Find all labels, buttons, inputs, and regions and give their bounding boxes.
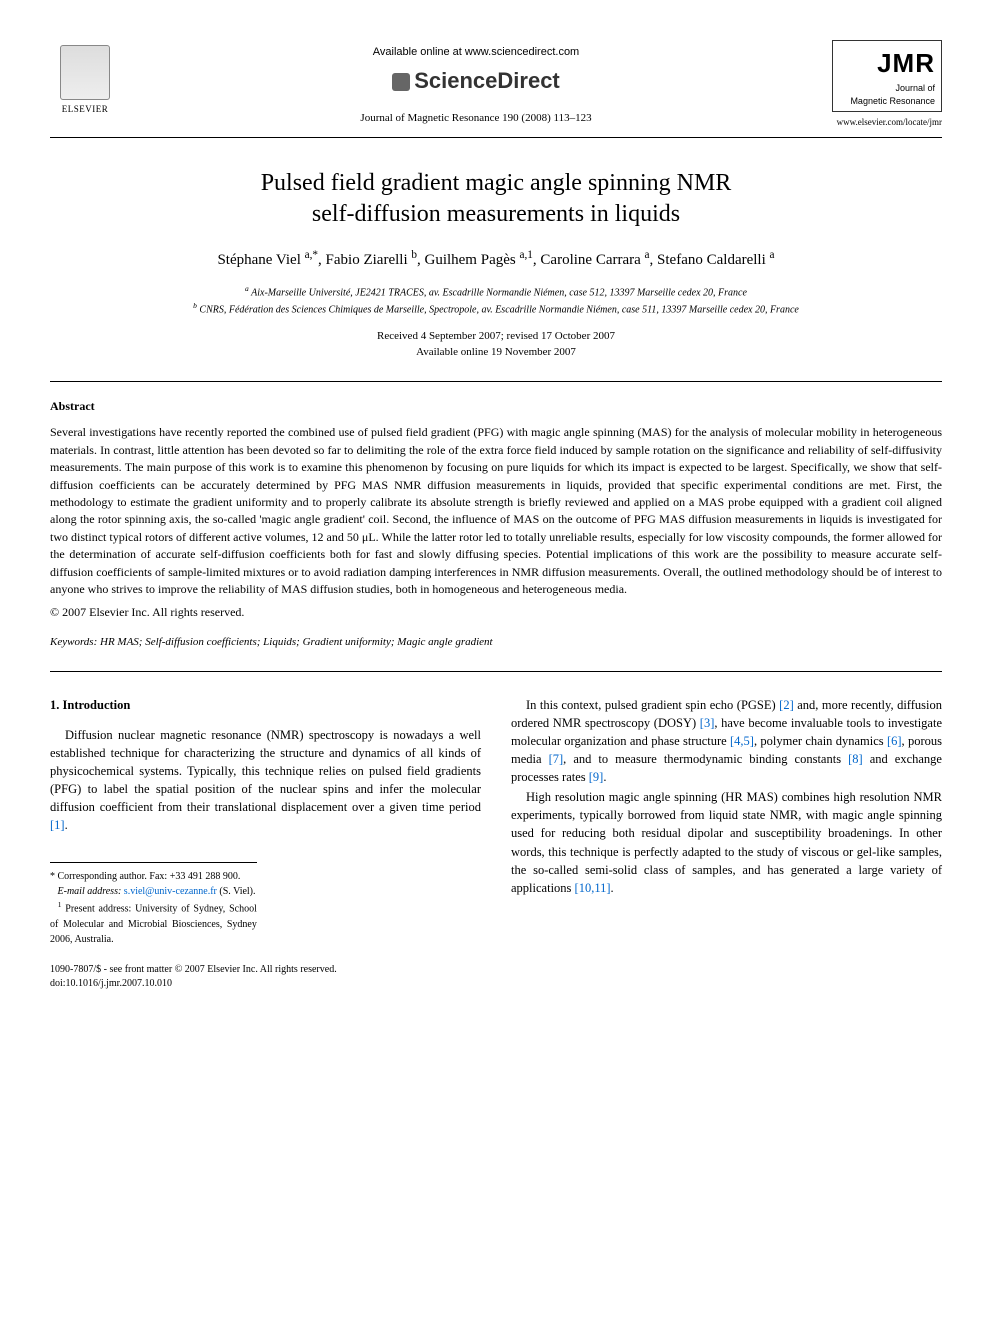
intro-paragraph-3: High resolution magic angle spinning (HR… <box>511 788 942 897</box>
footnote-email-link[interactable]: s.viel@univ-cezanne.fr <box>124 886 217 897</box>
keywords-text: HR MAS; Self-diffusion coefficients; Liq… <box>97 636 492 648</box>
p3-period: . <box>611 881 614 895</box>
ref-link-45[interactable]: [4,5] <box>730 734 754 748</box>
abstract-heading: Abstract <box>50 398 942 415</box>
abstract-body: Several investigations have recently rep… <box>50 424 942 598</box>
column-right: In this context, pulsed gradient spin ec… <box>511 696 942 947</box>
jmr-subtitle-1: Journal of <box>839 83 935 94</box>
dates-online: Available online 19 November 2007 <box>50 344 942 361</box>
intro-paragraph-2: In this context, pulsed gradient spin ec… <box>511 696 942 787</box>
p2-d: , polymer chain dynamics <box>754 734 887 748</box>
elsevier-logo: ELSEVIER <box>50 40 120 120</box>
divider-top <box>50 137 942 138</box>
footnote-present-address: 1 Present address: University of Sydney,… <box>50 899 257 946</box>
footnote-present-text: Present address: University of Sydney, S… <box>50 904 257 945</box>
ref-link-7[interactable]: [7] <box>549 752 564 766</box>
ref-link-3[interactable]: [3] <box>700 716 715 730</box>
header-center: Available online at www.sciencedirect.co… <box>120 40 832 127</box>
elsevier-tree-icon <box>60 45 110 100</box>
column-left: 1. Introduction Diffusion nuclear magnet… <box>50 696 481 947</box>
ref-link-9[interactable]: [9] <box>589 770 604 784</box>
jmr-subtitle-2: Magnetic Resonance <box>839 96 935 107</box>
ref-link-6[interactable]: [6] <box>887 734 902 748</box>
intro-paragraph-1: Diffusion nuclear magnetic resonance (NM… <box>50 726 481 835</box>
section-1-heading: 1. Introduction <box>50 696 481 714</box>
p2-period: . <box>603 770 606 784</box>
bottom-matter: 1090-7807/$ - see front matter © 2007 El… <box>50 963 942 991</box>
p1-period: . <box>65 818 68 832</box>
copyright-line: © 2007 Elsevier Inc. All rights reserved… <box>50 604 942 621</box>
journal-reference: Journal of Magnetic Resonance 190 (2008)… <box>120 111 832 126</box>
footnote-email-suffix: (S. Viel). <box>217 886 256 897</box>
affiliation-b: b CNRS, Fédération des Sciences Chimique… <box>50 300 942 317</box>
title-line-1: Pulsed field gradient magic angle spinni… <box>261 170 732 196</box>
jmr-acronym: JMR <box>839 45 935 81</box>
sciencedirect-text: ScienceDirect <box>414 66 560 97</box>
ref-link-8[interactable]: [8] <box>848 752 863 766</box>
title-line-2: self-diffusion measurements in liquids <box>312 201 680 227</box>
authors-line: Stéphane Viel a,*, Fabio Ziarelli b, Gui… <box>50 248 942 271</box>
dates-received: Received 4 September 2007; revised 17 Oc… <box>50 328 942 345</box>
footnote-email-line: E-mail address: s.viel@univ-cezanne.fr (… <box>50 884 257 899</box>
affil-a-text: Aix-Marseille Université, JE2421 TRACES,… <box>251 287 747 298</box>
p3-a: High resolution magic angle spinning (HR… <box>511 790 942 895</box>
article-title: Pulsed field gradient magic angle spinni… <box>110 168 882 230</box>
ref-link-2[interactable]: [2] <box>779 698 794 712</box>
jmr-logo-box: JMR Journal of Magnetic Resonance <box>832 40 942 112</box>
intro-p1-text: Diffusion nuclear magnetic resonance (NM… <box>50 728 481 815</box>
affiliations: a Aix-Marseille Université, JE2421 TRACE… <box>50 283 942 318</box>
divider-abstract-top <box>50 381 942 382</box>
p2-f: , and to measure thermodynamic binding c… <box>563 752 848 766</box>
article-dates: Received 4 September 2007; revised 17 Oc… <box>50 328 942 361</box>
issn-line: 1090-7807/$ - see front matter © 2007 El… <box>50 963 942 977</box>
jmr-url: www.elsevier.com/locate/jmr <box>832 116 942 129</box>
elsevier-label: ELSEVIER <box>62 103 109 116</box>
jmr-block: JMR Journal of Magnetic Resonance www.el… <box>832 40 942 129</box>
body-columns: 1. Introduction Diffusion nuclear magnet… <box>50 696 942 947</box>
affil-b-text: CNRS, Fédération des Sciences Chimiques … <box>199 305 798 316</box>
sciencedirect-logo: ScienceDirect <box>392 66 560 97</box>
affiliation-a: a Aix-Marseille Université, JE2421 TRACE… <box>50 283 942 300</box>
doi-line: doi:10.1016/j.jmr.2007.10.010 <box>50 977 942 991</box>
footnote-corresponding: * Corresponding author. Fax: +33 491 288… <box>50 869 257 884</box>
divider-abstract-bottom <box>50 671 942 672</box>
header-row: ELSEVIER Available online at www.science… <box>50 40 942 129</box>
available-online-text: Available online at www.sciencedirect.co… <box>120 45 832 60</box>
sciencedirect-icon <box>392 73 410 91</box>
p2-a: In this context, pulsed gradient spin ec… <box>526 698 779 712</box>
keywords-label: Keywords: <box>50 636 97 648</box>
footnotes-block: * Corresponding author. Fax: +33 491 288… <box>50 862 257 946</box>
footnote-email-label: E-mail address: <box>58 886 124 897</box>
ref-link-1[interactable]: [1] <box>50 818 65 832</box>
ref-link-1011[interactable]: [10,11] <box>575 881 611 895</box>
keywords-line: Keywords: HR MAS; Self-diffusion coeffic… <box>50 635 942 650</box>
